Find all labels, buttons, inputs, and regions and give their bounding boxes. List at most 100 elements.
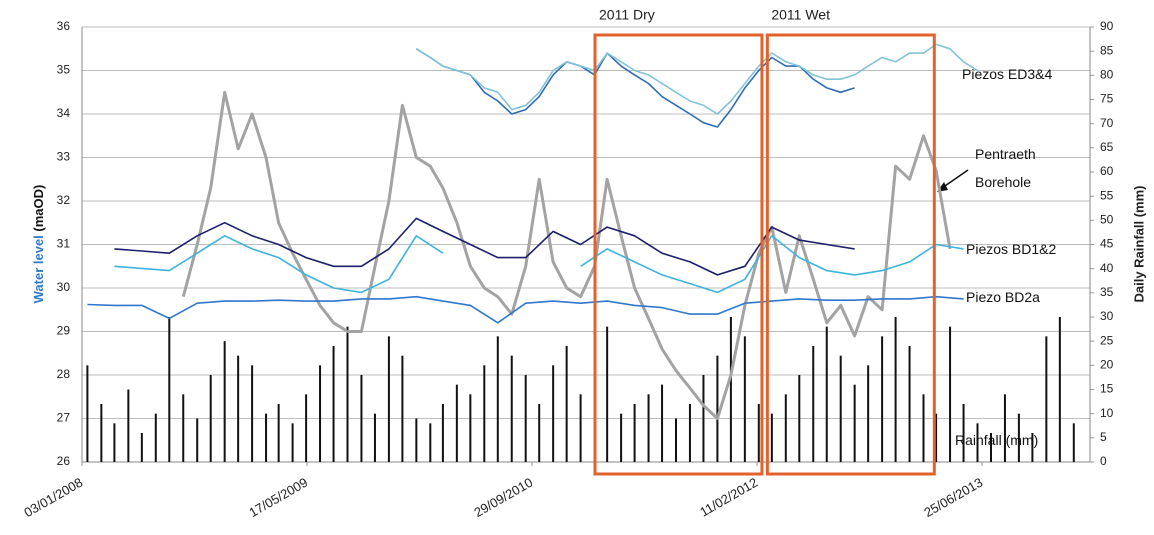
y-tick-label: 31 <box>57 237 71 251</box>
period-label: 2011 Dry <box>599 7 655 23</box>
rain-bar <box>853 384 856 462</box>
y2-tick-label: 50 <box>1100 213 1114 227</box>
rain-bar <box>415 418 418 462</box>
y-axis-title-unit: (maOD) <box>31 185 46 232</box>
x-tick-label: 25/06/2013 <box>921 475 985 521</box>
arrow <box>937 169 969 192</box>
rain-bar <box>483 365 486 462</box>
y2-tick-label: 0 <box>1100 454 1107 468</box>
y2-tick-label: 10 <box>1100 406 1114 420</box>
rain-bar <box>949 326 952 462</box>
rain-bar <box>86 365 89 462</box>
series-line <box>114 235 964 294</box>
rain-bar <box>332 346 335 462</box>
y-tick-label: 27 <box>57 411 71 425</box>
grid <box>82 26 1090 463</box>
rain-bar <box>140 433 143 462</box>
rain-bar <box>387 336 390 462</box>
rain-bar <box>277 404 280 462</box>
y2-tick-label: 70 <box>1100 116 1114 130</box>
rain-bar <box>346 326 349 462</box>
rain-bar <box>976 423 979 462</box>
rain-bar <box>182 394 185 462</box>
rain-bar <box>209 375 212 462</box>
rain-bar <box>1003 394 1006 462</box>
y-tick-label: 30 <box>57 280 71 294</box>
rain-bar <box>552 365 555 462</box>
rain-bar <box>196 418 199 462</box>
y-axis-title: Water level (maOD) <box>31 185 46 304</box>
rain-bar <box>962 404 965 462</box>
y2-tick-label: 65 <box>1100 140 1114 154</box>
y2-tick-label: 60 <box>1100 164 1114 178</box>
rain-bar <box>620 413 623 462</box>
rain-bar <box>743 336 746 462</box>
y-tick-label: 34 <box>57 106 71 120</box>
rain-bar <box>373 413 376 462</box>
rain-bar <box>1045 336 1048 462</box>
rain-bar <box>675 418 677 462</box>
y2-tick-label: 75 <box>1100 92 1114 106</box>
rain-bar <box>812 346 815 462</box>
series-label: Piezos ED3&4 <box>962 66 1053 82</box>
rain-bar <box>319 365 322 462</box>
x-tick-label: 17/05/2009 <box>246 475 310 521</box>
rain-bar <box>251 365 254 462</box>
rain-bar <box>565 346 568 462</box>
rain-bar <box>579 394 582 462</box>
rain-bar <box>702 375 705 462</box>
rain-bar <box>839 355 842 462</box>
rain-bar <box>716 355 719 462</box>
y2-tick-label: 40 <box>1100 261 1114 275</box>
y-tick-label: 29 <box>57 324 71 338</box>
series-label: Piezo BD2a <box>966 289 1040 305</box>
y-tick-label: 32 <box>57 193 71 207</box>
y2-tick-label: 15 <box>1100 382 1114 396</box>
series-label: Piezos BD1&2 <box>966 241 1057 257</box>
rain-bar <box>429 423 432 462</box>
rain-bar <box>1058 317 1061 462</box>
rain-bar <box>881 336 884 462</box>
rain-bar <box>729 317 732 462</box>
y-axis-title-main: Water level <box>31 235 46 303</box>
rain-bar <box>237 355 240 462</box>
y2-tick-label: 55 <box>1100 188 1114 202</box>
rain-bar <box>524 375 527 462</box>
rain-bar <box>825 326 828 462</box>
rain-bar <box>770 413 773 462</box>
x-tick-label: 03/01/2008 <box>21 475 85 521</box>
rain-bar <box>510 355 513 462</box>
rain-bar <box>647 394 650 462</box>
rain-bar <box>265 413 268 462</box>
y-tick-label: 33 <box>57 150 71 164</box>
rainfall-bars <box>86 317 1075 462</box>
y2-tick-label: 5 <box>1100 430 1107 444</box>
y2-tick-label: 35 <box>1100 285 1114 299</box>
x-tick-label: 11/02/2012 <box>697 475 760 520</box>
y-tick-label: 26 <box>57 454 71 468</box>
rain-bar <box>154 413 157 462</box>
y2-tick-label: 90 <box>1100 19 1114 33</box>
rain-bar <box>441 404 444 462</box>
rain-bar <box>1072 423 1075 462</box>
series-line <box>87 295 964 324</box>
series-line <box>415 43 978 115</box>
rain-bar <box>401 355 404 462</box>
y2-tick-label: 25 <box>1100 333 1114 347</box>
rain-bar <box>291 423 294 462</box>
series-line <box>114 217 855 276</box>
rain-bar <box>894 317 897 462</box>
rain-bar <box>922 394 925 462</box>
rain-bar <box>990 433 992 462</box>
rain-bar <box>935 413 938 462</box>
y-tick-label: 36 <box>57 19 71 33</box>
rain-bar <box>455 384 458 462</box>
series-label: Rainfall (mm) <box>955 432 1039 448</box>
period-box <box>765 33 936 476</box>
y2-tick-label: 85 <box>1100 43 1114 57</box>
rain-bar <box>688 404 691 462</box>
rain-bar <box>1017 413 1020 462</box>
rain-bar <box>496 336 499 462</box>
y2-tick-label: 20 <box>1100 358 1114 372</box>
